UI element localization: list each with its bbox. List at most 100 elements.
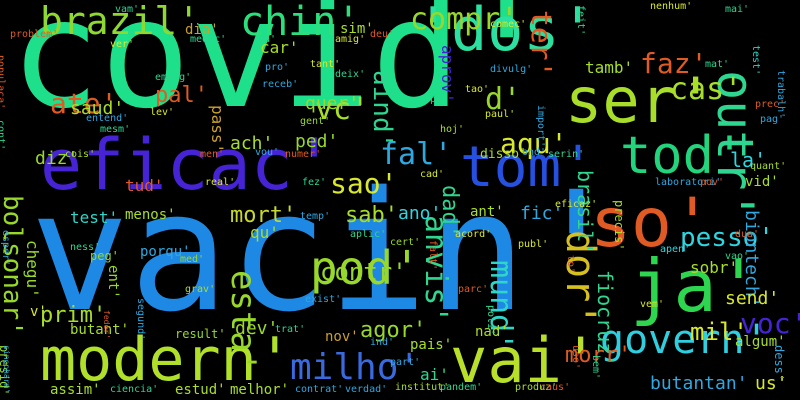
word-145: tant' <box>310 59 341 70</box>
word-124: emerg' <box>155 72 192 83</box>
word-75: v' <box>30 304 47 320</box>
word-84: nov' <box>325 329 359 345</box>
word-51: brasil' <box>573 170 597 255</box>
word-47: quer' <box>305 93 360 114</box>
word-123: ond' <box>522 147 547 158</box>
word-41: butantan' <box>650 373 748 394</box>
word-133: cert' <box>390 237 421 248</box>
word-126: vou' <box>255 147 280 158</box>
word-111: cad' <box>420 169 445 180</box>
word-49: ped' <box>295 131 339 152</box>
word-137: populaca' <box>0 55 6 110</box>
word-12: chin' <box>240 0 361 45</box>
word-10: vai' <box>450 324 600 397</box>
word-54: morr' <box>565 343 632 368</box>
word-56: prim' <box>40 303 107 328</box>
word-96: ciencia' <box>110 384 159 395</box>
word-89: apen' <box>660 244 691 255</box>
word-21: faz' <box>640 47 708 80</box>
word-135: segund' <box>135 298 146 341</box>
word-122: test' <box>750 45 761 76</box>
word-93: produz' <box>515 382 558 393</box>
word-104: bem' <box>590 355 601 380</box>
word-156: prec' <box>755 99 786 110</box>
word-11: brazil' <box>40 0 201 43</box>
word-42: sab' <box>345 203 398 228</box>
word-70: menos' <box>125 207 176 223</box>
word-162: ness' <box>70 242 101 253</box>
word-46: saud' <box>70 98 125 119</box>
word-160: trat' <box>275 324 306 335</box>
word-115: paul' <box>485 109 516 120</box>
word-121: mai' <box>725 4 750 15</box>
word-7: so' <box>590 184 713 263</box>
word-22: vc' <box>315 92 370 127</box>
word-94: pandem' <box>440 382 483 393</box>
word-154: dua' <box>735 229 760 240</box>
word-134: esper' <box>0 230 11 267</box>
word-100: feder' <box>102 310 111 339</box>
word-165: vem' <box>640 299 665 310</box>
word-138: problem' <box>10 29 59 40</box>
word-110: fez' <box>302 177 327 188</box>
word-63: pass' <box>208 105 227 154</box>
word-37: mort' <box>230 203 297 228</box>
word-153: parc' <box>458 284 489 295</box>
word-8: ja' <box>630 244 761 328</box>
word-23: sao' <box>330 167 398 200</box>
word-163: serin' <box>548 149 585 160</box>
word-32: agor' <box>360 318 427 343</box>
word-76: chegu' <box>23 240 42 298</box>
word-9: modern' <box>40 325 293 395</box>
word-95: caus' <box>540 382 571 393</box>
word-118: mat' <box>705 59 730 70</box>
word-72: nad' <box>475 324 509 340</box>
word-50: diz' <box>35 148 79 169</box>
word-26: voc' <box>740 307 800 340</box>
word-132: exist' <box>305 294 342 305</box>
word-158: falt' <box>427 240 438 271</box>
word-73: disso' <box>480 147 527 162</box>
word-15: pod' <box>310 241 421 295</box>
word-98: institut' <box>395 382 450 393</box>
word-103: precis' <box>612 200 626 251</box>
word-67: vid' <box>745 174 779 190</box>
word-108: gent' <box>300 116 331 127</box>
word-106: dess' <box>772 345 786 382</box>
word-120: nenhum' <box>650 1 693 12</box>
word-19: compr' <box>410 2 519 37</box>
word-127: men' <box>200 149 225 160</box>
word-102: med' <box>180 254 205 265</box>
word-13: govern' <box>600 317 769 363</box>
word-168: ha' <box>258 34 277 45</box>
word-16: milho' <box>290 347 421 388</box>
word-80: melhor' <box>230 382 290 398</box>
word-60: la' <box>730 148 767 172</box>
word-79: estud' <box>175 382 226 398</box>
word-66: dia' <box>185 22 219 38</box>
word-150: poli' <box>485 305 496 336</box>
word-151: acord' <box>455 229 492 240</box>
word-59: fic' <box>520 203 564 224</box>
word-83: tud' <box>125 176 164 195</box>
word-92: vao' <box>725 251 750 262</box>
word-119: feit' <box>575 5 586 36</box>
word-78: algum' <box>735 334 786 350</box>
word-166: amig' <box>335 34 366 45</box>
word-147: numer' <box>285 149 322 160</box>
word-140: trabalh' <box>775 70 786 119</box>
word-88: result' <box>175 327 226 341</box>
word-87: porqu' <box>140 244 191 260</box>
word-148: eficaz' <box>555 199 598 210</box>
word-91: quant' <box>750 161 787 172</box>
word-149: publ' <box>518 239 549 250</box>
word-68: sobr' <box>690 258 739 277</box>
word-114: deix' <box>335 69 366 80</box>
word-113: hoj' <box>440 124 465 135</box>
word-57: ai' <box>420 365 449 384</box>
word-25: pesso' <box>680 223 774 253</box>
word-125: lev' <box>150 107 175 118</box>
word-139: cont' <box>0 120 6 151</box>
word-101: grav' <box>185 284 216 295</box>
